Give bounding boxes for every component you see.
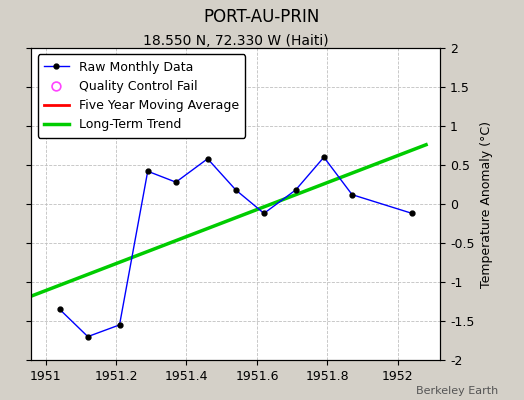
Raw Monthly Data	[349, 192, 355, 197]
Raw Monthly Data	[116, 322, 123, 327]
Legend: Raw Monthly Data, Quality Control Fail, Five Year Moving Average, Long-Term Tren: Raw Monthly Data, Quality Control Fail, …	[38, 54, 245, 138]
Text: PORT-AU-PRIN: PORT-AU-PRIN	[204, 8, 320, 26]
Line: Raw Monthly Data: Raw Monthly Data	[57, 155, 414, 339]
Raw Monthly Data	[261, 211, 267, 216]
Raw Monthly Data	[204, 156, 211, 161]
Raw Monthly Data	[173, 180, 179, 184]
Raw Monthly Data	[233, 188, 239, 192]
Title: 18.550 N, 72.330 W (Haiti): 18.550 N, 72.330 W (Haiti)	[143, 34, 329, 48]
Raw Monthly Data	[145, 169, 151, 174]
Raw Monthly Data	[292, 188, 299, 192]
Raw Monthly Data	[85, 334, 91, 339]
Raw Monthly Data	[321, 155, 327, 160]
Y-axis label: Temperature Anomaly (°C): Temperature Anomaly (°C)	[480, 120, 493, 288]
Raw Monthly Data	[57, 307, 63, 312]
Text: Berkeley Earth: Berkeley Earth	[416, 386, 498, 396]
Raw Monthly Data	[409, 211, 415, 216]
